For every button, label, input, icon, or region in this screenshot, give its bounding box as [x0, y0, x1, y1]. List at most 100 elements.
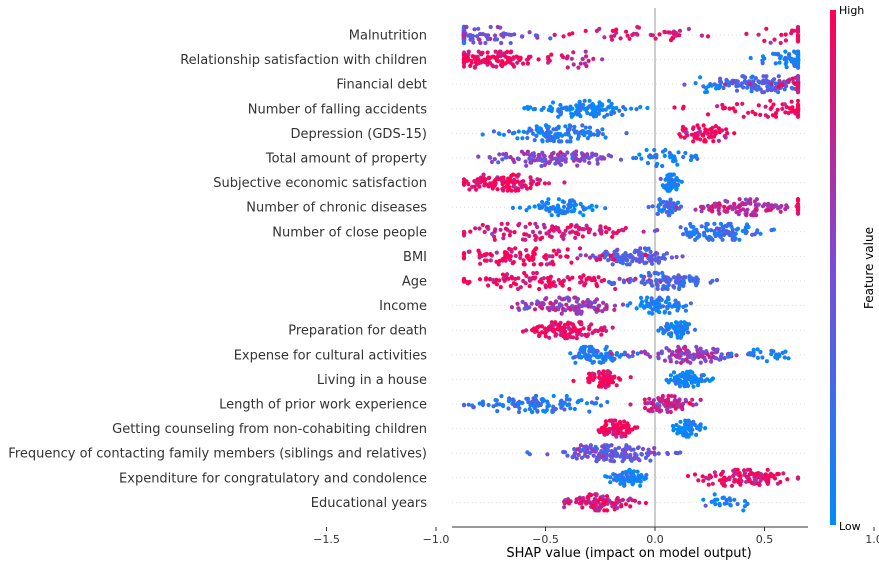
- shap-dot: [599, 354, 604, 359]
- shap-dot: [558, 208, 563, 213]
- shap-dot: [573, 360, 578, 365]
- shap-dot: [792, 62, 797, 67]
- shap-dot: [504, 179, 510, 184]
- shap-dot: [700, 204, 706, 209]
- feature-label: Depression (GDS-15): [290, 127, 427, 142]
- shap-dot: [739, 81, 745, 86]
- colorbar-gradient: [830, 10, 836, 525]
- shap-dot: [664, 251, 670, 256]
- shap-dot: [578, 280, 583, 285]
- shap-dot: [596, 275, 601, 280]
- shap-dot: [543, 253, 549, 258]
- shap-dot: [537, 126, 543, 131]
- shap-dot: [474, 187, 479, 192]
- shap-dot: [585, 130, 590, 135]
- shap-dot: [669, 255, 675, 260]
- shap-dot: [603, 206, 608, 211]
- shap-dot: [540, 139, 545, 144]
- shap-dot: [576, 496, 581, 501]
- shap-dot: [461, 34, 467, 39]
- shap-dot: [461, 402, 467, 408]
- shap-dot: [579, 309, 584, 314]
- shap-dot: [710, 377, 715, 382]
- shap-dot: [792, 81, 797, 86]
- shap-dot: [784, 84, 789, 89]
- shap-dot: [638, 295, 644, 300]
- shap-dot: [544, 123, 549, 128]
- shap-dot: [735, 501, 740, 507]
- shap-dot: [623, 502, 629, 507]
- shap-dot: [527, 30, 532, 35]
- shap-dot: [749, 89, 754, 94]
- shap-dot: [595, 508, 600, 513]
- shap-dot: [477, 277, 483, 282]
- shap-dot: [695, 123, 700, 128]
- shap-dot: [494, 37, 500, 42]
- shap-dot: [643, 476, 649, 481]
- shap-dot: [635, 476, 640, 481]
- shap-dot: [764, 26, 769, 31]
- shap-dot: [549, 52, 554, 57]
- shap-dot: [538, 236, 543, 242]
- shap-dot: [614, 434, 619, 439]
- shap-dot: [493, 49, 498, 54]
- shap-dot: [712, 492, 717, 497]
- shap-dot: [570, 304, 575, 309]
- shap-dot: [481, 172, 486, 177]
- shap-dot: [672, 285, 677, 290]
- shap-dot: [693, 81, 698, 86]
- shap-dot: [786, 79, 791, 84]
- feature-label: Educational years: [311, 496, 427, 511]
- shap-dot: [525, 130, 530, 135]
- shap-dot: [565, 206, 571, 211]
- shap-dot: [676, 200, 681, 205]
- shap-dot: [741, 85, 746, 90]
- shap-dot: [614, 383, 619, 388]
- feature-row-dots: [480, 123, 737, 144]
- feature-labels: Malnutrition Relationship satisfaction wi…: [8, 29, 427, 511]
- shap-dot: [720, 229, 726, 234]
- shap-dot: [626, 427, 631, 432]
- shap-dot: [697, 129, 703, 134]
- shap-dot: [680, 357, 685, 363]
- shap-dot: [717, 503, 722, 508]
- shap-dot: [667, 301, 672, 307]
- shap-dot: [520, 237, 526, 242]
- shap-dot: [698, 397, 703, 402]
- shap-dot: [614, 453, 619, 459]
- shap-dot: [501, 178, 506, 183]
- shap-dot: [612, 375, 617, 380]
- shap-dot: [614, 422, 619, 427]
- shap-dot: [751, 350, 756, 355]
- shap-dot: [667, 186, 673, 191]
- shap-dot: [678, 204, 684, 209]
- shap-dot: [687, 234, 692, 239]
- shap-dot: [541, 157, 546, 162]
- feature-row-dots: [476, 147, 700, 169]
- shap-dot: [591, 453, 596, 458]
- shap-dot: [665, 321, 670, 326]
- shap-dot: [578, 210, 583, 215]
- shap-dot: [515, 60, 520, 65]
- shap-dot: [795, 56, 801, 61]
- shap-dot: [705, 203, 711, 208]
- shap-dot: [478, 261, 483, 266]
- shap-dot: [594, 401, 599, 406]
- shap-dot: [605, 112, 610, 117]
- feature-row-dots: [461, 393, 703, 415]
- shap-dot: [795, 24, 801, 30]
- shap-dot: [625, 33, 630, 38]
- shap-dot: [509, 247, 514, 252]
- shap-dot: [783, 49, 788, 54]
- shap-dot: [606, 105, 611, 110]
- shap-dot: [636, 25, 642, 30]
- shap-dot: [633, 425, 638, 430]
- shap-dot: [771, 102, 776, 107]
- shap-dot: [588, 374, 593, 380]
- shap-dot: [682, 82, 687, 87]
- shap-dot: [777, 78, 782, 84]
- feature-label: Number of close people: [272, 225, 427, 240]
- shap-dot: [658, 399, 663, 404]
- shap-dot: [543, 297, 548, 302]
- shap-dot: [590, 102, 595, 107]
